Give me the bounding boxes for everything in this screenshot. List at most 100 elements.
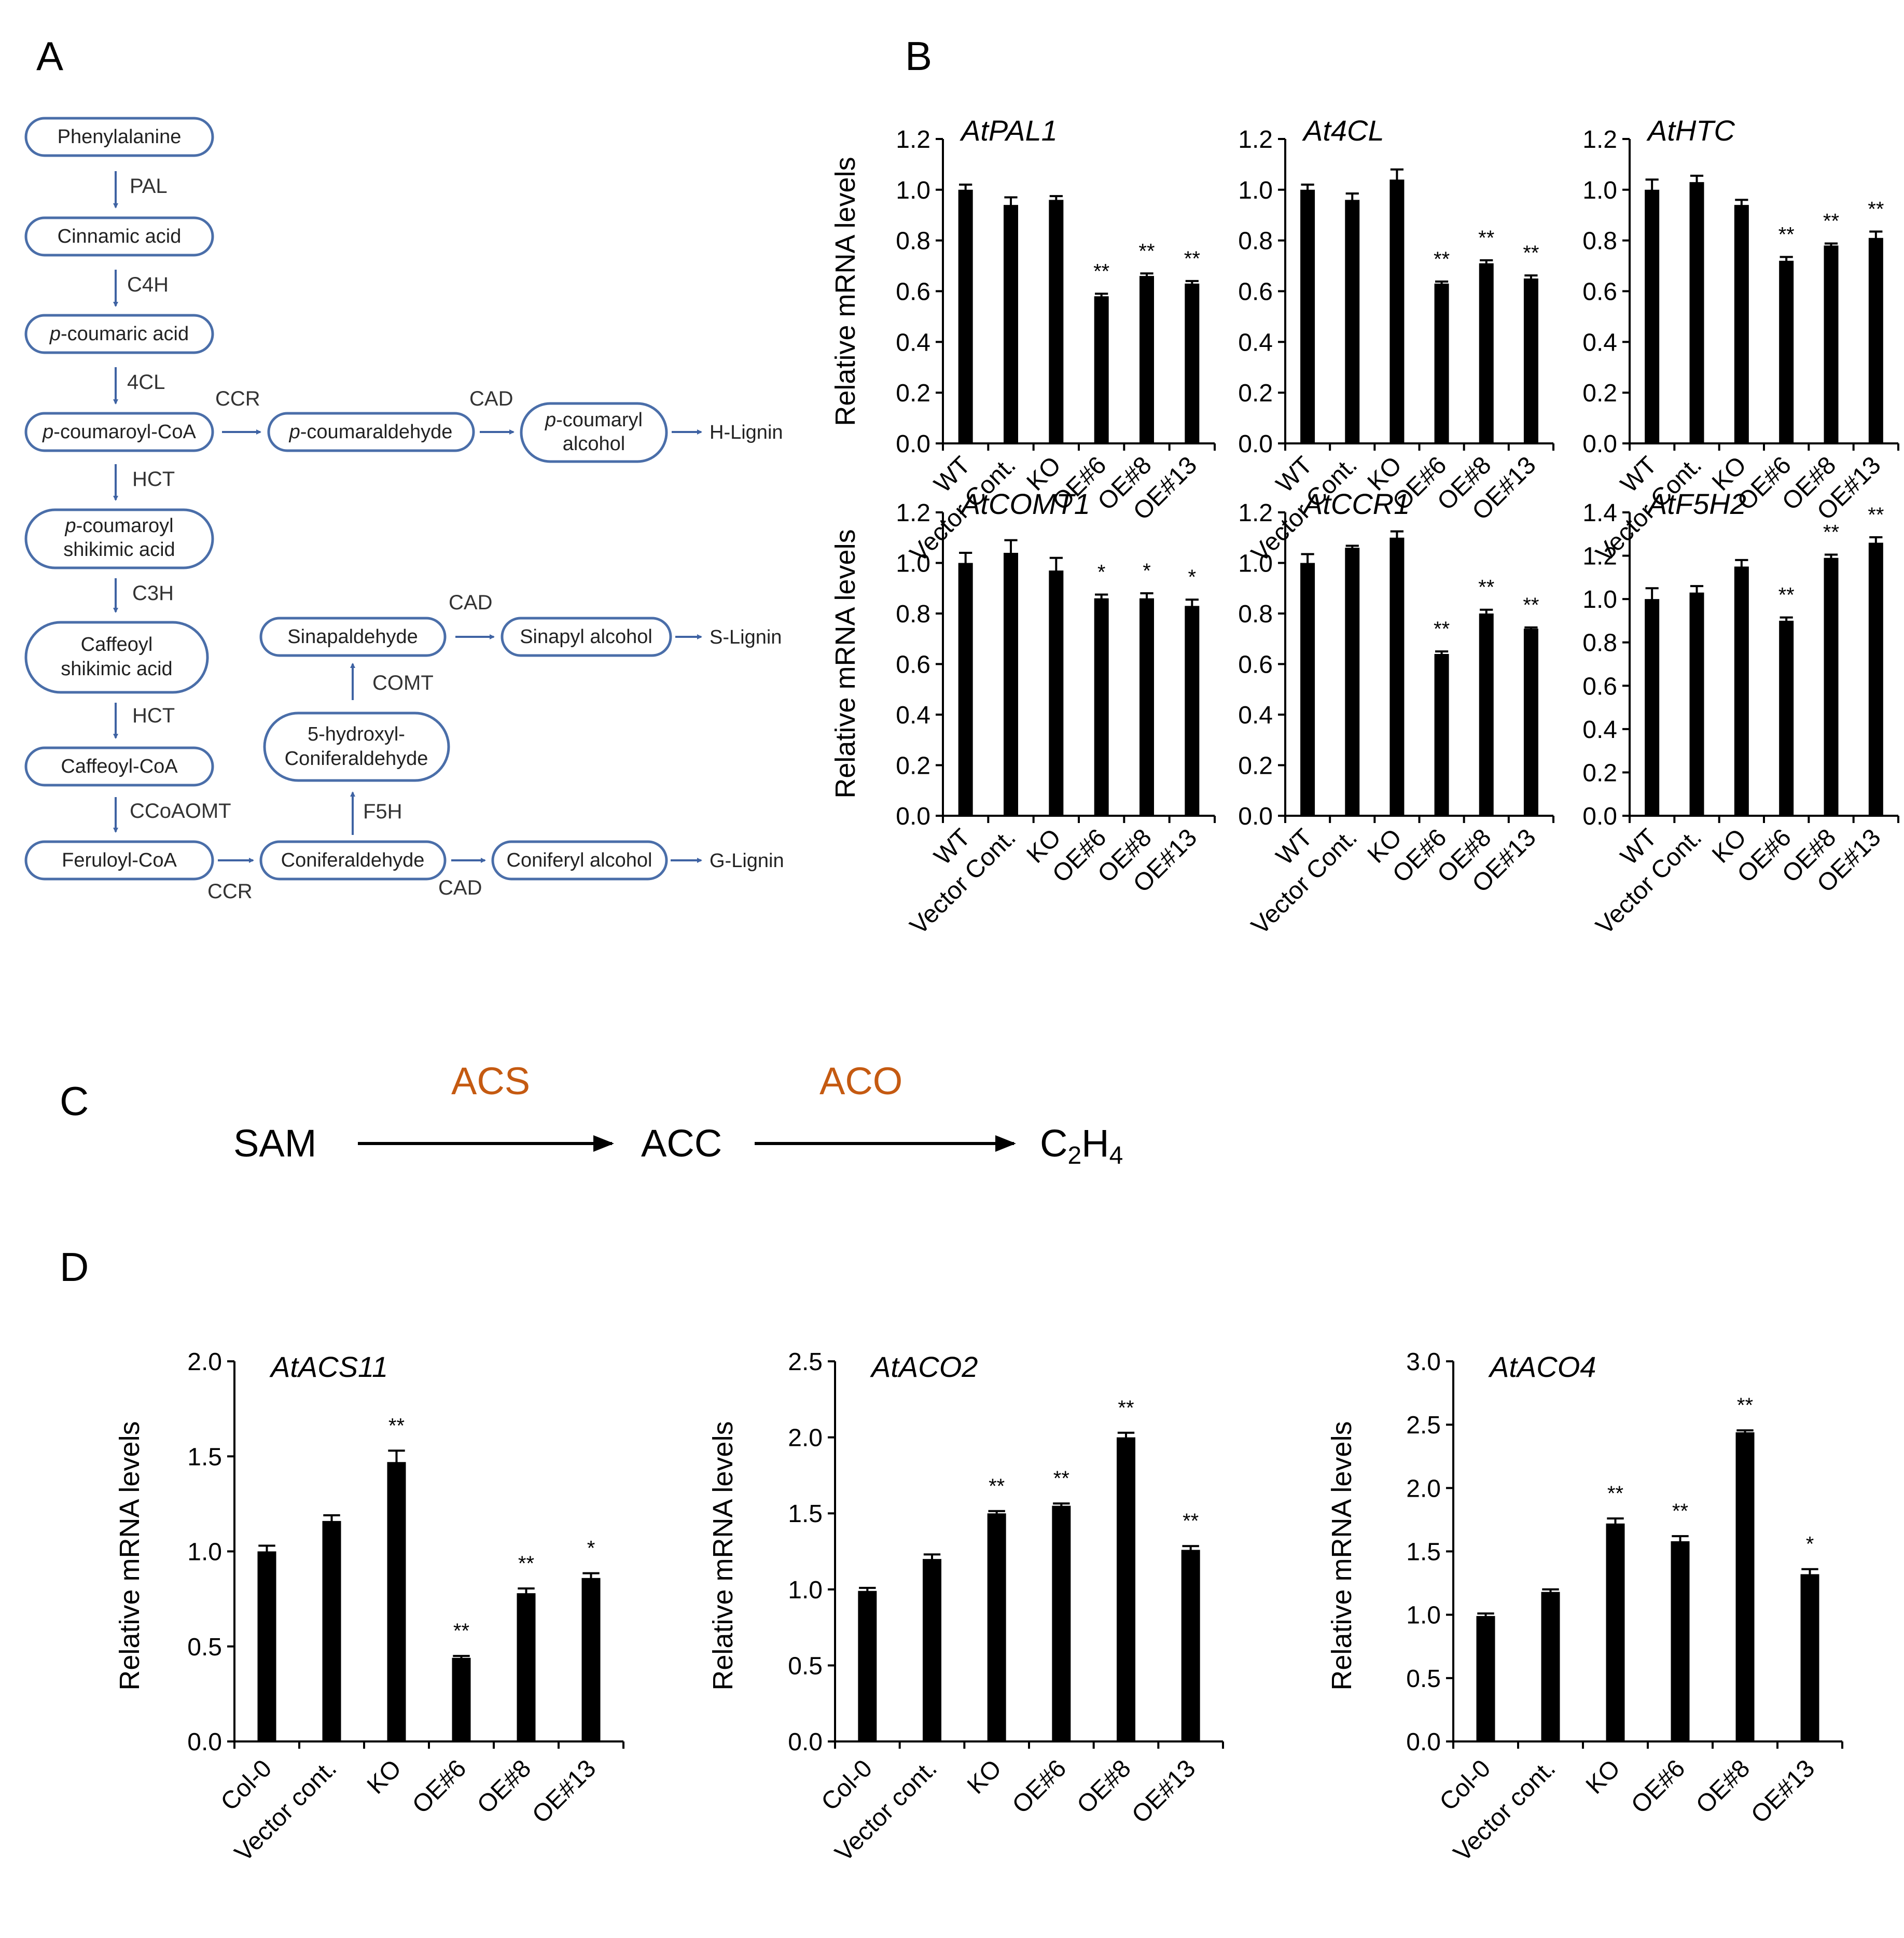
significance-mark: ** (1778, 223, 1795, 246)
significance-mark: ** (1823, 210, 1839, 233)
bar-cl4-3 (1434, 283, 1449, 443)
y-tick-label: 0.8 (1582, 630, 1617, 657)
enzyme-acs: ACS (451, 1059, 530, 1103)
node-label: p-coumaroyl-CoA (42, 421, 196, 443)
y-tick-label: 0.4 (896, 702, 930, 729)
y-tick-label: 0.8 (1238, 601, 1273, 628)
node-label-line2: alcohol (563, 433, 625, 455)
node-coniferaldehyde: Coniferaldehyde (259, 840, 447, 881)
y-tick-label: 0.0 (788, 1728, 823, 1756)
node-label: Caffeoyl (81, 634, 153, 656)
y-tick-label: 2.0 (187, 1348, 222, 1376)
chart-title: AtACO4 (1488, 1350, 1596, 1383)
y-tick-label: 0.2 (896, 752, 930, 780)
error-bar (258, 1544, 275, 1558)
error-bar (959, 184, 972, 196)
bar-htc-2 (1734, 205, 1749, 443)
enzyme-c4h: C4H (127, 273, 169, 296)
y-tick-label: 0.5 (187, 1634, 222, 1661)
significance-mark: * (1097, 561, 1106, 583)
chart-title: AtACO2 (870, 1350, 978, 1383)
error-bar (1390, 530, 1404, 545)
y-tick-label: 0.6 (1582, 278, 1617, 306)
y-tick-label: 1.0 (1238, 550, 1273, 578)
y-tick-label: 0.4 (1582, 716, 1617, 744)
bar-aco2-3 (1052, 1505, 1071, 1741)
category-label: KO (362, 1754, 407, 1800)
significance-mark: ** (453, 1620, 469, 1642)
error-bar (1645, 178, 1659, 201)
y-tick-label: 0.2 (1238, 380, 1273, 407)
node-label: Phenylalanine (58, 126, 182, 148)
product-s-lignin: S-Lignin (710, 626, 782, 648)
error-bar (1824, 553, 1838, 563)
enzyme-aco: ACO (819, 1059, 902, 1103)
bar-aco2-4 (1117, 1437, 1135, 1741)
category-label: Col-0 (816, 1754, 878, 1816)
error-bar (1345, 192, 1359, 207)
bar-aco4-3 (1671, 1541, 1690, 1741)
enzyme-cad-bottom: CAD (438, 876, 482, 899)
bar-acs11-1 (322, 1521, 341, 1741)
error-bar (582, 1572, 600, 1584)
bar-ccr1-4 (1479, 614, 1494, 816)
bar-ccr1-0 (1300, 563, 1315, 816)
y-tick-label: 1.5 (187, 1443, 222, 1471)
node-p-coumaroyl-shikimic-acid: p-coumaroyl shikimic acid (24, 508, 214, 569)
significance-mark: * (587, 1537, 595, 1560)
error-bar (1301, 553, 1314, 573)
y-tick-label: 2.0 (788, 1425, 823, 1452)
error-bar (1049, 195, 1063, 205)
chart-title: AtF5H2 (1646, 487, 1746, 520)
y-tick-label: 1.0 (896, 177, 930, 204)
node-label-line2: shikimic acid (61, 658, 172, 680)
category-label: OE#13 (527, 1754, 601, 1829)
y-tick-label: 2.5 (788, 1348, 823, 1376)
node-p-coumaryl-alcohol: p-coumaryl alcohol (520, 402, 668, 463)
y-tick-label: 0.6 (1238, 651, 1273, 679)
node-label: Sinapaldehyde (287, 626, 418, 648)
enzyme-4cl: 4CL (127, 371, 165, 394)
enzyme-hct-2: HCT (132, 704, 175, 727)
category-label: OE#6 (407, 1754, 471, 1819)
node-phenylalanine: Phenylalanine (24, 117, 214, 157)
bar-htc-4 (1824, 245, 1839, 443)
significance-mark: ** (1607, 1482, 1623, 1505)
significance-mark: ** (1523, 242, 1539, 264)
y-axis-label: Relative mRNA levels (1326, 1421, 1357, 1690)
significance-mark: * (1188, 566, 1197, 589)
y-tick-label: 1.2 (1582, 543, 1617, 570)
node-label: Feruloyl-CoA (62, 849, 177, 871)
y-tick-label: 1.2 (1238, 499, 1273, 527)
node-label-line2: shikimic acid (63, 539, 175, 561)
y-tick-label: 0.4 (1238, 702, 1273, 729)
y-tick-label: 1.0 (1582, 586, 1617, 614)
significance-mark: ** (1093, 260, 1109, 283)
significance-mark: ** (1672, 1500, 1688, 1523)
node-sinapyl-alcohol: Sinapyl alcohol (501, 617, 672, 657)
error-bar (1690, 174, 1704, 190)
bar-cl4-1 (1345, 200, 1360, 443)
y-tick-label: 0.6 (1238, 278, 1273, 306)
y-tick-label: 0.2 (1582, 759, 1617, 787)
panel-letter-c: C (60, 1078, 89, 1124)
significance-mark: ** (388, 1414, 405, 1437)
significance-mark: * (1806, 1533, 1814, 1556)
y-tick-label: 0.6 (896, 651, 930, 679)
bar-acs11-5 (581, 1578, 601, 1741)
pathway-diagram: Phenylalanine Cinnamic acid p-coumaric a… (24, 117, 784, 903)
error-bar (1477, 1612, 1494, 1620)
error-bar (1672, 1535, 1689, 1547)
node-p-coumaric-acid: p-coumaric acid (24, 314, 214, 354)
significance-mark: ** (1183, 1510, 1199, 1532)
node-label: Cinnamic acid (58, 226, 182, 247)
reaction-sam: SAM (233, 1122, 316, 1165)
bar-htc-1 (1689, 182, 1704, 443)
y-tick-label: 1.5 (1406, 1539, 1441, 1566)
enzyme-c3h: C3H (132, 582, 174, 605)
y-axis-label: Relative mRNA levels (707, 1421, 739, 1690)
reaction-acc: ACC (641, 1122, 722, 1165)
reaction-ethylene: C2H4 (1040, 1122, 1123, 1169)
bar-comt1-5 (1185, 606, 1200, 816)
